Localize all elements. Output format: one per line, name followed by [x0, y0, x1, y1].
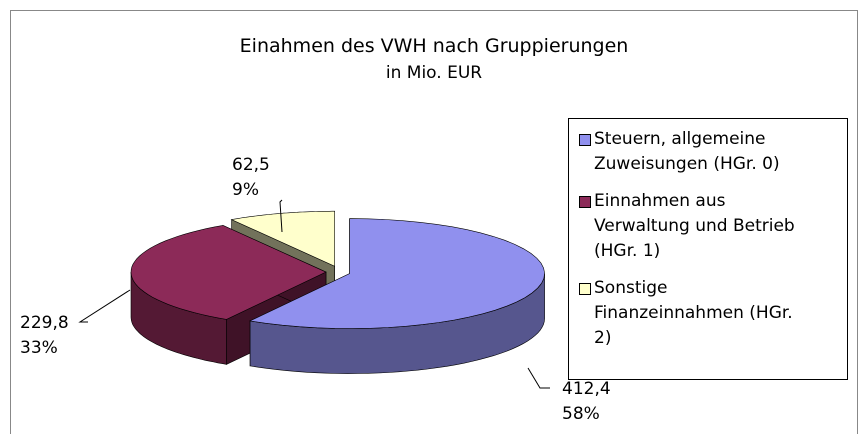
percent-label: 58% [562, 404, 600, 424]
legend-entry: Einnahmen aus Verwaltung und Betrieb (HG… [575, 189, 841, 264]
percent-label: 9% [232, 180, 259, 200]
legend-entry: Steuern, allgemeine Zuweisungen (HGr. 0) [575, 127, 841, 177]
legend-label: Steuern, allgemeine Zuweisungen (HGr. 0) [594, 129, 780, 174]
leader-line [527, 367, 550, 389]
legend-entry: Sonstige Finanzeinnahmen (HGr. 2) [575, 276, 841, 351]
slice [130, 225, 327, 320]
slice [249, 218, 545, 329]
chart-border [10, 10, 858, 434]
legend-swatch [579, 196, 591, 208]
legend-label: Sonstige Finanzeinnahmen (HGr. 2) [594, 278, 793, 348]
chart-subtitle: in Mio. EUR [386, 63, 482, 83]
percent-label: 33% [20, 338, 58, 358]
value-label: 62,5 [232, 155, 270, 175]
legend-swatch [579, 134, 591, 146]
leader-line [78, 289, 131, 323]
legend: Steuern, allgemeine Zuweisungen (HGr. 0)… [568, 118, 848, 380]
legend-swatch [579, 283, 591, 295]
legend-label: Einnahmen aus Verwaltung und Betrieb (HG… [594, 191, 795, 261]
leader-line [279, 199, 283, 233]
value-label: 229,8 [20, 313, 69, 333]
value-label: 412,4 [562, 379, 611, 399]
pie [130, 210, 545, 374]
chart-title: Einahmen des VWH nach Gruppierungen [240, 35, 629, 57]
